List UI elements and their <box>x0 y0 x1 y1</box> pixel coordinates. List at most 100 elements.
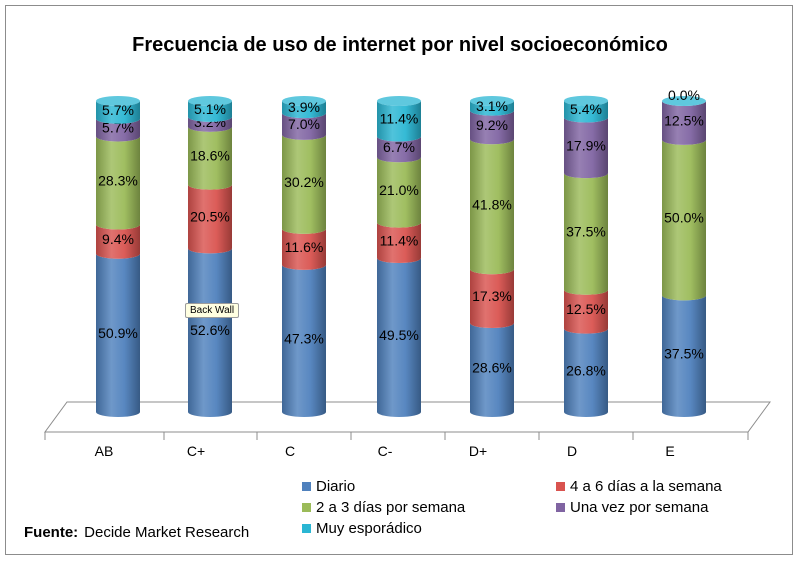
data-label: 9.2% <box>476 117 508 133</box>
legend-label: 2 a 3 días por semana <box>316 499 466 516</box>
legend-swatch <box>556 503 565 512</box>
data-label: 21.0% <box>379 182 419 198</box>
data-label: 50.0% <box>664 210 704 226</box>
bar-segment <box>470 110 514 145</box>
data-label: 9.4% <box>102 231 134 247</box>
bar-segment <box>564 328 608 417</box>
data-label: 6.7% <box>383 139 415 155</box>
bar-segment <box>96 136 140 230</box>
data-label: 28.3% <box>98 172 138 188</box>
bar-cminus: 49.5% 11.4% 21.0% 6.7% 11.4% <box>377 96 421 417</box>
data-label: 11.4% <box>380 111 419 127</box>
data-label: 30.2% <box>284 174 324 190</box>
data-label: 37.5% <box>664 346 704 362</box>
bar-segment <box>564 117 608 179</box>
bar-top-cap <box>564 95 608 106</box>
bar-segment <box>377 258 421 417</box>
data-label: 41.8% <box>472 196 512 212</box>
data-label: 12.5% <box>664 112 704 128</box>
data-label: 0.0% <box>668 87 700 103</box>
source-note: Fuente: Decide Market Research <box>24 524 249 541</box>
source-text: Decide Market Research <box>84 524 249 541</box>
data-label: 52.6% <box>190 322 230 338</box>
data-label: 11.6% <box>285 239 324 255</box>
bar-segment <box>188 184 233 254</box>
data-label: 12.5% <box>566 301 606 317</box>
category-label: D <box>567 443 577 459</box>
category-label: C <box>285 443 295 459</box>
bar-top-cap <box>188 96 232 106</box>
legend-swatch <box>302 503 311 512</box>
source-label: Fuente: <box>24 524 78 541</box>
data-label: 3.9% <box>288 99 320 115</box>
bar-segment <box>188 126 233 190</box>
legend-label: Una vez por semana <box>570 499 709 516</box>
bar-segment <box>470 101 514 116</box>
category-label: AB <box>95 443 114 459</box>
bar-segment <box>470 269 514 329</box>
bar-segment <box>377 157 421 228</box>
bar-segment <box>282 264 326 417</box>
data-label: 5.1% <box>194 101 226 117</box>
legend-swatch <box>302 482 311 491</box>
data-label: 26.8% <box>566 362 606 378</box>
category-label: E <box>665 443 674 459</box>
data-label: 20.5% <box>190 209 230 225</box>
data-label: 5.4% <box>570 101 602 117</box>
bar-segment <box>282 134 326 234</box>
data-label: 5.7% <box>102 120 134 136</box>
bar-segment <box>564 289 608 334</box>
bar-c: 47.3% 11.6% 30.2% 7.0%3.9% <box>282 96 326 417</box>
bar-segment <box>377 136 421 163</box>
bar-segment <box>96 224 140 259</box>
bar-segment <box>96 118 140 142</box>
bar-segment <box>282 228 326 270</box>
chart-title: Frecuencia de uso de internet por nivel … <box>132 34 668 56</box>
bar-segment <box>188 116 233 132</box>
legend-label: 4 a 6 días a la semana <box>570 478 722 495</box>
data-label: 7.0% <box>288 116 320 132</box>
bar-segment <box>377 101 421 142</box>
bar-segment <box>188 101 233 122</box>
data-label: 49.5% <box>379 327 419 343</box>
data-label: 18.6% <box>190 148 230 164</box>
bar-segment <box>470 323 514 417</box>
bar-top-cap <box>377 96 421 106</box>
bar-segment <box>96 101 140 124</box>
legend-swatch <box>556 482 565 491</box>
data-label: 3.1% <box>476 98 508 114</box>
category-label: C- <box>378 443 393 459</box>
legend-swatch <box>302 524 311 533</box>
data-label: 47.3% <box>284 330 324 346</box>
data-label: 28.6% <box>472 360 512 376</box>
legend-label: Diario <box>316 478 355 495</box>
data-label: 11.4% <box>380 232 419 248</box>
category-label: D+ <box>469 443 487 459</box>
bar-segment <box>662 295 706 417</box>
category-label: C+ <box>187 443 205 459</box>
bar-dplus: 28.6% 17.3% 41.8% 9.2% 3.1% <box>470 96 514 417</box>
bar-top-cap <box>282 96 326 106</box>
bar-segment <box>564 100 608 123</box>
bar-segment <box>564 173 608 295</box>
bar-top-cap <box>662 96 706 106</box>
bar-d: 26.8% 12.5% 37.5% 17.9% 5.4% <box>564 95 608 417</box>
bar-top-cap <box>96 96 140 106</box>
bar-segment <box>96 253 140 417</box>
data-label: 17.3% <box>472 288 512 304</box>
bar-cplus: 52.6%20.5%18.6%3.2%5.1% <box>188 96 233 417</box>
bar-segment <box>662 101 706 145</box>
legend-label: Muy esporádico <box>316 520 422 537</box>
back-wall-tooltip: Back Wall <box>185 303 240 318</box>
bar-segment <box>188 248 233 417</box>
data-label: 5.7% <box>102 102 134 118</box>
bar-ab: 50.9% 9.4% 28.3% 5.7% 5.7% <box>96 96 140 417</box>
bar-segment <box>377 222 421 264</box>
bar-segment <box>282 113 326 140</box>
bar-top-cap <box>470 96 514 106</box>
bar-segment <box>662 139 706 301</box>
data-label: 50.9% <box>98 325 138 341</box>
bar-segment <box>282 101 326 119</box>
data-label: 37.5% <box>566 223 606 239</box>
